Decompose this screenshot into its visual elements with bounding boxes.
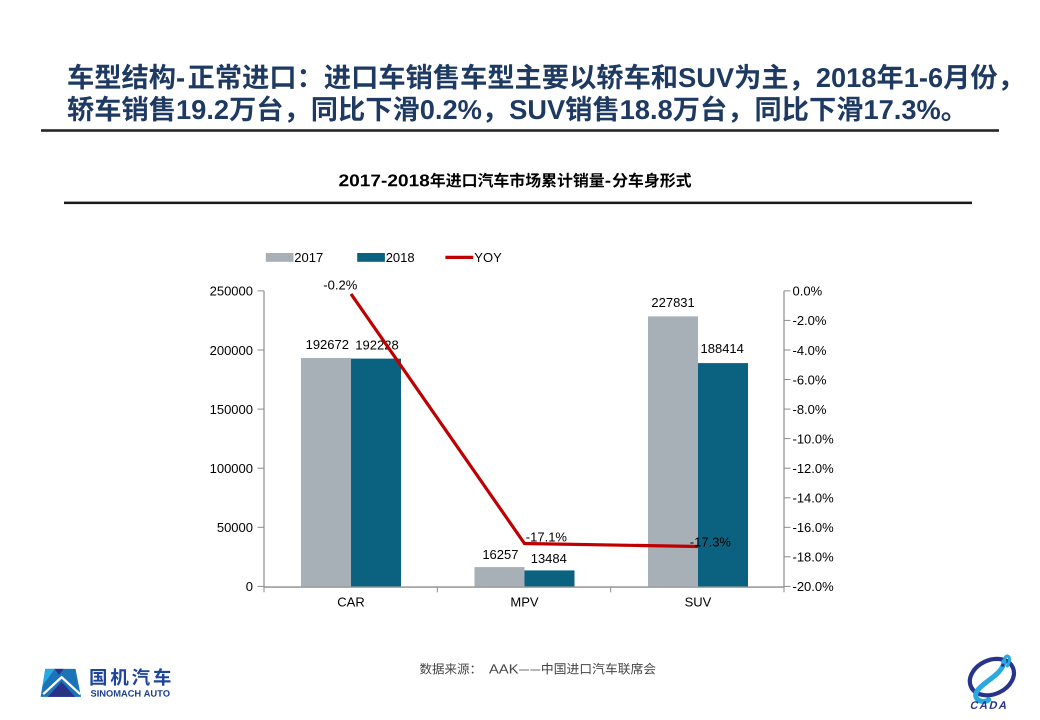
svg-text:192672: 192672: [306, 337, 349, 352]
svg-text:2017: 2017: [294, 250, 323, 265]
svg-text:200000: 200000: [210, 343, 253, 358]
svg-text:250000: 250000: [210, 284, 253, 299]
svg-text:192228: 192228: [355, 337, 398, 352]
svg-text:-2.0%: -2.0%: [793, 313, 827, 328]
svg-text:16257: 16257: [482, 547, 518, 562]
svg-text:-12.0%: -12.0%: [793, 461, 835, 476]
svg-text:-17.3%: -17.3%: [690, 535, 732, 550]
svg-text:YOY: YOY: [474, 250, 502, 265]
svg-text:0: 0: [246, 579, 253, 594]
svg-text:50000: 50000: [217, 520, 253, 535]
svg-text:MPV: MPV: [510, 594, 539, 609]
svg-text:13484: 13484: [531, 551, 567, 566]
svg-text:-20.0%: -20.0%: [793, 579, 835, 594]
svg-text:0.0%: 0.0%: [793, 284, 823, 299]
svg-text:-0.2%: -0.2%: [323, 277, 357, 292]
svg-text:-6.0%: -6.0%: [793, 372, 827, 387]
svg-text:-14.0%: -14.0%: [793, 491, 835, 506]
svg-text:CAR: CAR: [337, 594, 364, 609]
svg-text:-10.0%: -10.0%: [793, 431, 835, 446]
svg-text:-16.0%: -16.0%: [793, 520, 835, 535]
svg-text:-17.1%: -17.1%: [526, 530, 568, 545]
svg-text:SUV: SUV: [685, 594, 712, 609]
svg-text:2018: 2018: [386, 250, 415, 265]
svg-text:188414: 188414: [701, 341, 744, 356]
svg-text:-4.0%: -4.0%: [793, 343, 827, 358]
svg-text:150000: 150000: [210, 402, 253, 417]
svg-text:227831: 227831: [651, 295, 694, 310]
svg-text:100000: 100000: [210, 461, 253, 476]
svg-text:-18.0%: -18.0%: [793, 550, 835, 565]
svg-text:-8.0%: -8.0%: [793, 402, 827, 417]
